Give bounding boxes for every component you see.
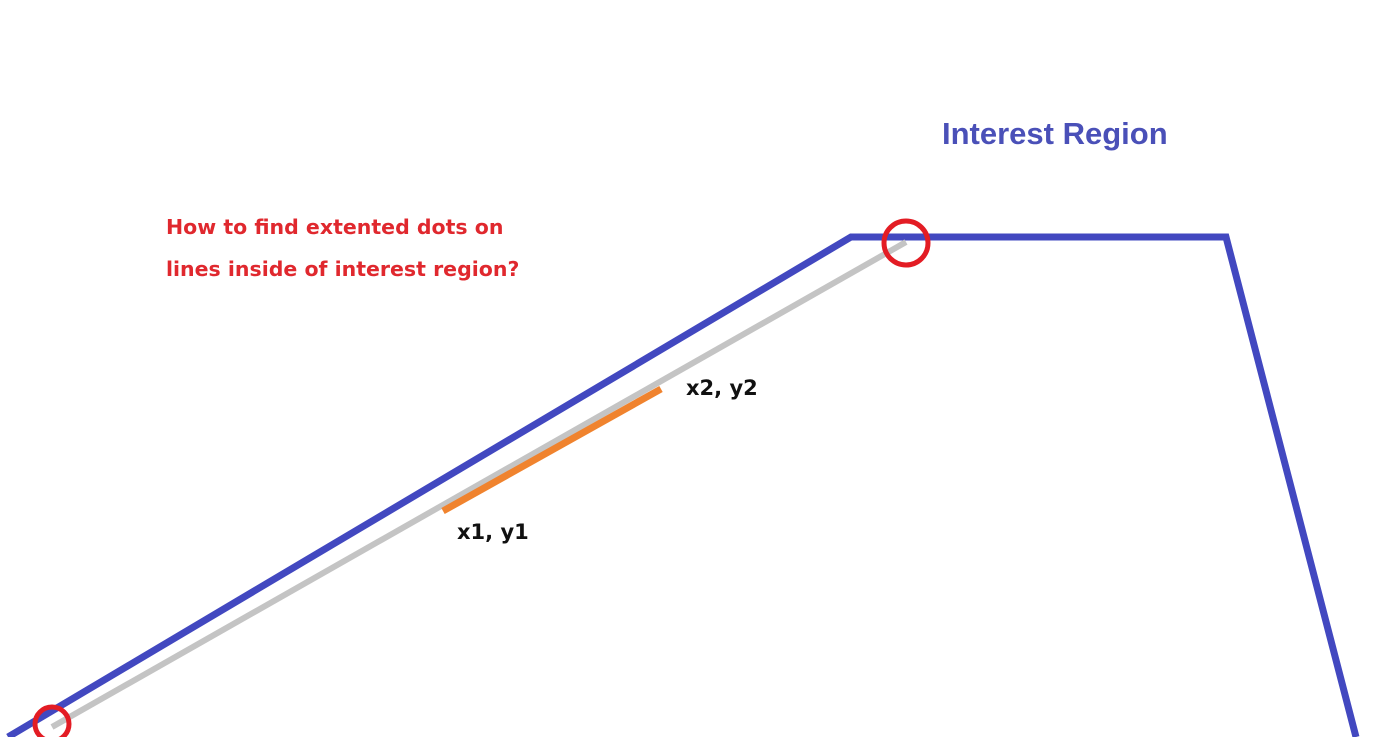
question-line-1: How to find extented dots on: [166, 215, 504, 239]
extended-line: [50, 239, 908, 730]
question-text: How to find extented dots on lines insid…: [166, 206, 586, 290]
lower-intersection-marker: [32, 704, 72, 737]
question-line-2: lines inside of interest region?: [166, 257, 520, 281]
detected-segment: [441, 385, 663, 515]
upper-intersection-marker: [881, 218, 931, 268]
region-title: Interest Region: [942, 116, 1168, 151]
point-1-label: x1, y1: [457, 520, 529, 544]
point-2-label: x2, y2: [686, 376, 758, 400]
interest-region-outline: [6, 233, 1360, 737]
